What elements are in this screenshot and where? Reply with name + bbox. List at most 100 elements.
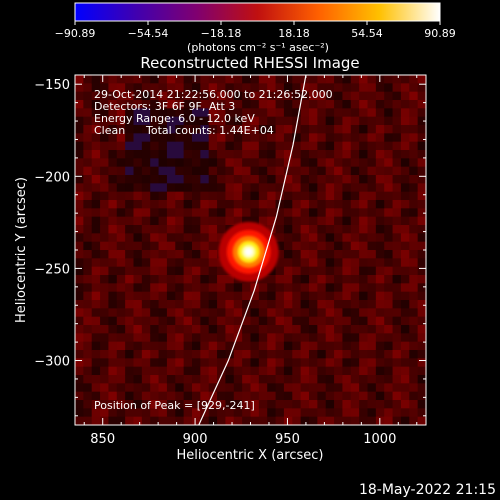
heatmap-cell bbox=[192, 325, 201, 334]
heatmap-cell bbox=[91, 383, 101, 393]
heatmap-cell bbox=[309, 300, 318, 309]
heatmap-cell bbox=[208, 233, 218, 243]
heatmap-cell bbox=[342, 83, 352, 93]
heatmap-cell bbox=[158, 266, 168, 276]
heatmap-cell bbox=[133, 250, 143, 259]
heatmap-cell bbox=[250, 91, 260, 101]
heatmap-cell bbox=[91, 341, 101, 351]
heatmap-cell bbox=[267, 183, 277, 193]
heatmap-cell bbox=[417, 275, 426, 284]
heatmap-cell bbox=[116, 341, 126, 351]
heatmap-cell bbox=[359, 283, 369, 293]
heatmap-cell bbox=[175, 233, 185, 243]
heatmap-cell bbox=[158, 225, 168, 234]
heatmap-cell bbox=[409, 266, 419, 276]
heatmap-cell bbox=[91, 233, 101, 243]
heatmap-cell bbox=[158, 375, 168, 384]
heatmap-cell bbox=[400, 166, 410, 176]
heatmap-cell bbox=[208, 83, 218, 93]
heatmap-cell bbox=[300, 91, 310, 101]
heatmap-cell bbox=[267, 316, 277, 326]
heatmap-cell bbox=[334, 225, 344, 234]
heatmap-cell bbox=[166, 408, 176, 418]
heatmap-cell bbox=[325, 375, 335, 384]
heatmap-cell bbox=[192, 333, 201, 343]
heatmap-cell bbox=[275, 250, 285, 259]
heatmap-cell bbox=[158, 358, 168, 368]
heatmap-cell bbox=[392, 283, 402, 293]
heatmap-cell bbox=[409, 200, 419, 209]
heatmap-cell bbox=[208, 391, 218, 401]
heatmap-cell bbox=[141, 266, 151, 276]
heatmap-cell bbox=[175, 275, 185, 284]
heatmap-cell bbox=[166, 325, 176, 334]
heatmap-cell bbox=[217, 200, 227, 209]
heatmap-cell bbox=[91, 225, 101, 234]
heatmap-cell bbox=[417, 383, 426, 393]
heatmap-cell bbox=[83, 400, 93, 409]
heatmap-cell bbox=[325, 83, 335, 93]
heatmap-cell bbox=[233, 383, 243, 393]
heatmap-cell bbox=[75, 366, 84, 376]
heatmap-cell bbox=[375, 183, 385, 193]
heatmap-cell bbox=[158, 316, 168, 326]
heatmap-cell bbox=[133, 308, 143, 318]
heatmap-cell bbox=[275, 391, 285, 401]
heatmap-cell bbox=[334, 291, 344, 301]
heatmap-cell bbox=[384, 175, 394, 184]
heatmap-cell bbox=[409, 241, 419, 251]
heatmap-cell bbox=[309, 316, 318, 326]
heatmap-cell bbox=[200, 233, 210, 243]
heatmap-cell bbox=[133, 358, 143, 368]
heatmap-cell bbox=[267, 275, 277, 284]
heatmap-cell bbox=[175, 133, 185, 143]
heatmap-cell bbox=[141, 233, 151, 243]
heatmap-cell bbox=[192, 91, 201, 101]
heatmap-cell bbox=[192, 175, 201, 184]
heatmap-cell bbox=[375, 75, 385, 84]
heatmap-cell bbox=[359, 175, 369, 184]
heatmap-cell bbox=[359, 316, 369, 326]
heatmap-cell bbox=[367, 391, 377, 401]
heatmap-cell bbox=[392, 258, 402, 268]
heatmap-cell bbox=[375, 141, 385, 151]
heatmap-cell bbox=[166, 108, 176, 118]
heatmap-cell bbox=[292, 166, 302, 176]
heatmap-cell bbox=[141, 83, 151, 93]
heatmap-cell bbox=[334, 208, 344, 218]
heatmap-cell bbox=[108, 166, 118, 176]
heatmap-cell bbox=[283, 358, 293, 368]
heatmap-cell bbox=[384, 133, 394, 143]
heatmap-cell bbox=[91, 208, 101, 218]
heatmap-cell bbox=[141, 141, 151, 151]
heatmap-cell bbox=[334, 100, 344, 109]
heatmap-cell bbox=[392, 308, 402, 318]
heatmap-cell bbox=[116, 200, 126, 209]
heatmap-cell bbox=[375, 316, 385, 326]
heatmap-cell bbox=[350, 200, 360, 209]
heatmap-cell bbox=[108, 125, 118, 134]
heatmap-cell bbox=[158, 300, 168, 309]
heatmap-cell bbox=[100, 183, 110, 193]
heatmap-cell bbox=[367, 300, 377, 309]
heatmap-cell bbox=[292, 241, 302, 251]
heatmap-cell bbox=[158, 200, 168, 209]
heatmap-cell bbox=[150, 416, 160, 425]
heatmap-cell bbox=[342, 300, 352, 309]
heatmap-cell bbox=[83, 158, 93, 168]
heatmap-cell bbox=[300, 266, 310, 276]
heatmap-cell bbox=[83, 333, 93, 343]
annotation-method: Clean bbox=[94, 124, 125, 137]
heatmap-cell bbox=[267, 375, 277, 384]
heatmap-cell bbox=[384, 308, 394, 318]
heatmap-cell bbox=[275, 141, 285, 151]
heatmap-cell bbox=[150, 358, 160, 368]
heatmap-cell bbox=[409, 150, 419, 159]
heatmap-cell bbox=[200, 108, 210, 118]
heatmap-cell bbox=[200, 358, 210, 368]
heatmap-cell bbox=[141, 91, 151, 101]
heatmap-cell bbox=[409, 108, 419, 118]
heatmap-cell bbox=[275, 191, 285, 201]
heatmap-cell bbox=[200, 116, 210, 126]
heatmap-cell bbox=[375, 258, 385, 268]
